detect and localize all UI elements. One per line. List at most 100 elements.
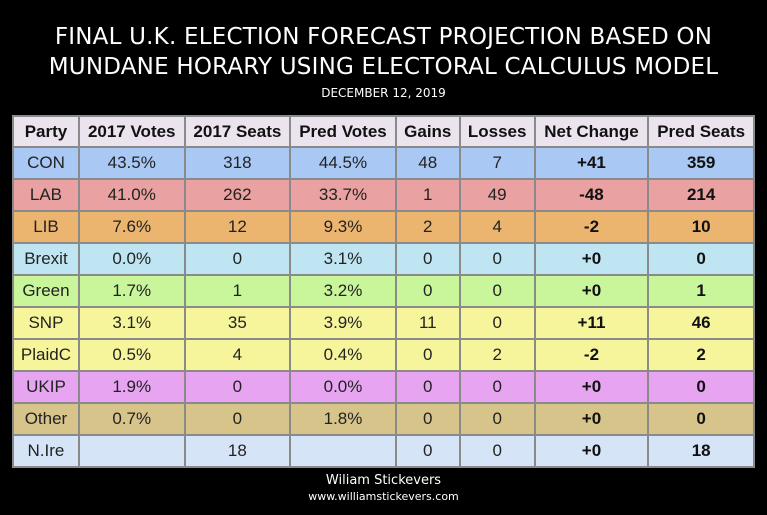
- table-cell: 214: [647, 178, 755, 212]
- table-cell: +11: [533, 306, 650, 340]
- table-cell: 0: [458, 242, 536, 276]
- table-cell: 0: [394, 402, 461, 436]
- table-cell: 0: [183, 402, 292, 436]
- table-cell: [289, 434, 397, 468]
- table-cell: 1: [394, 178, 461, 212]
- table-cell: 41.0%: [77, 178, 186, 212]
- column-header: 2017 Votes: [77, 115, 186, 148]
- table-cell: -2: [533, 338, 650, 372]
- table-row: Green 1.7% 1 3.2% 0 0 +0 1: [12, 274, 755, 308]
- table-cell: 318: [183, 146, 292, 180]
- table-cell: 7: [458, 146, 536, 180]
- table-cell: 0: [183, 370, 292, 404]
- table-cell: 2: [647, 338, 755, 372]
- party-cell: Brexit: [12, 242, 80, 276]
- table-cell: 46: [647, 306, 755, 340]
- party-cell: SNP: [12, 306, 80, 340]
- table-cell: 44.5%: [289, 146, 397, 180]
- table-cell: 0: [394, 370, 461, 404]
- table-cell: 0: [458, 306, 536, 340]
- table-row: PlaidC 0.5% 4 0.4% 0 2 -2 2: [12, 338, 755, 372]
- table-row: SNP 3.1% 35 3.9% 11 0 +11 46: [12, 306, 755, 340]
- table-cell: 48: [394, 146, 461, 180]
- table-cell: 18: [647, 434, 755, 468]
- table-cell: -48: [533, 178, 650, 212]
- table-cell: 49: [458, 178, 536, 212]
- title-line-2: MUNDANE HORARY USING ELECTORAL CALCULUS …: [48, 54, 719, 80]
- website-link: www.williamstickevers.com: [308, 490, 459, 503]
- party-cell: UKIP: [12, 370, 80, 404]
- table-cell: -2: [533, 210, 650, 244]
- date: DECEMBER 12, 2019: [321, 86, 446, 100]
- table-row: LAB 41.0% 262 33.7% 1 49 -48 214: [12, 178, 755, 212]
- table-cell: 1.9%: [77, 370, 186, 404]
- table-cell: 1: [647, 274, 755, 308]
- table-cell: 359: [647, 146, 755, 180]
- table-cell: [77, 434, 186, 468]
- table-cell: 0: [458, 274, 536, 308]
- table-cell: 1: [183, 274, 292, 308]
- party-cell: Other: [12, 402, 80, 436]
- column-header: Gains: [394, 115, 461, 148]
- table-cell: 0.0%: [77, 242, 186, 276]
- table-cell: 1.8%: [289, 402, 397, 436]
- column-header: Losses: [458, 115, 536, 148]
- table-row: UKIP 1.9% 0 0.0% 0 0 +0 0: [12, 370, 755, 404]
- table-cell: 4: [458, 210, 536, 244]
- table-cell: 3.9%: [289, 306, 397, 340]
- table-cell: 3.1%: [289, 242, 397, 276]
- table-cell: +0: [533, 402, 650, 436]
- table-cell: 7.6%: [77, 210, 186, 244]
- table-cell: 18: [183, 434, 292, 468]
- table-cell: 3.1%: [77, 306, 186, 340]
- table-cell: 10: [647, 210, 755, 244]
- table-cell: +0: [533, 434, 650, 468]
- table-cell: +0: [533, 274, 650, 308]
- column-header: Net Change: [533, 115, 650, 148]
- table-row: Other 0.7% 0 1.8% 0 0 +0 0: [12, 402, 755, 436]
- table-cell: 0.5%: [77, 338, 186, 372]
- party-cell: PlaidC: [12, 338, 80, 372]
- table-cell: +0: [533, 242, 650, 276]
- party-cell: LAB: [12, 178, 80, 212]
- table-cell: 1.7%: [77, 274, 186, 308]
- column-header: Pred Seats: [647, 115, 755, 148]
- table-row: LIB 7.6% 12 9.3% 2 4 -2 10: [12, 210, 755, 244]
- table-row: N.Ire 18 0 0 +0 18: [12, 434, 755, 468]
- table-cell: 0.4%: [289, 338, 397, 372]
- table-cell: +0: [533, 370, 650, 404]
- table-cell: 0: [647, 402, 755, 436]
- party-cell: LIB: [12, 210, 80, 244]
- table-cell: 0: [394, 338, 461, 372]
- column-header: Party: [12, 115, 80, 148]
- table-cell: 0: [394, 274, 461, 308]
- table-cell: 2: [394, 210, 461, 244]
- table-cell: 0.0%: [289, 370, 397, 404]
- table-cell: 33.7%: [289, 178, 397, 212]
- party-cell: N.Ire: [12, 434, 80, 468]
- table-cell: +41: [533, 146, 650, 180]
- table-cell: 0: [458, 402, 536, 436]
- table-header-row: Party 2017 Votes 2017 Seats Pred Votes Gains…: [12, 115, 755, 148]
- table-cell: 0: [458, 434, 536, 468]
- table-cell: 0: [458, 370, 536, 404]
- title-line-1: FINAL U.K. ELECTION FORECAST PROJECTION …: [54, 24, 713, 50]
- party-cell: Green: [12, 274, 80, 308]
- table-cell: 0: [183, 242, 292, 276]
- column-header: 2017 Seats: [183, 115, 292, 148]
- table-cell: 12: [183, 210, 292, 244]
- table-cell: 0: [647, 370, 755, 404]
- table-cell: 0: [394, 242, 461, 276]
- table-cell: 11: [394, 306, 461, 340]
- party-cell: CON: [12, 146, 80, 180]
- table-cell: 4: [183, 338, 292, 372]
- table-cell: 0: [647, 242, 755, 276]
- column-header: Pred Votes: [289, 115, 397, 148]
- author-name: Wiliam Stickevers: [325, 473, 442, 488]
- table-cell: 9.3%: [289, 210, 397, 244]
- table-cell: 43.5%: [77, 146, 186, 180]
- table-row: Brexit 0.0% 0 3.1% 0 0 +0 0: [12, 242, 755, 276]
- table-cell: 0: [394, 434, 461, 468]
- table-cell: 3.2%: [289, 274, 397, 308]
- table-cell: 2: [458, 338, 536, 372]
